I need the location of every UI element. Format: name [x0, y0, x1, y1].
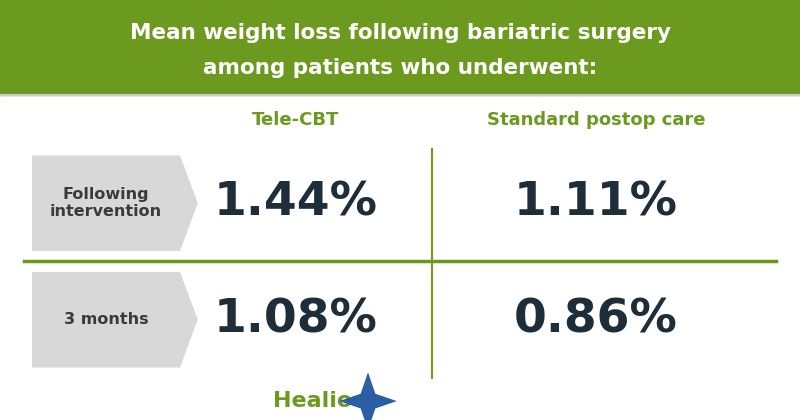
Text: 1.11%: 1.11%	[514, 181, 678, 226]
Text: Mean weight loss following bariatric surgery: Mean weight loss following bariatric sur…	[130, 23, 670, 43]
Text: among patients who underwent:: among patients who underwent:	[203, 58, 597, 78]
Text: 1.08%: 1.08%	[214, 297, 378, 342]
Text: 3 months: 3 months	[64, 312, 148, 327]
Polygon shape	[32, 155, 198, 251]
Text: 0.86%: 0.86%	[514, 297, 678, 342]
Text: Standard postop care: Standard postop care	[486, 111, 706, 129]
Bar	[0, 0, 800, 94]
Polygon shape	[32, 272, 198, 368]
Text: Following
intervention: Following intervention	[50, 187, 162, 219]
Text: 1.44%: 1.44%	[214, 181, 378, 226]
Text: Tele-CBT: Tele-CBT	[252, 111, 340, 129]
Polygon shape	[339, 372, 397, 420]
Text: Healio: Healio	[273, 391, 352, 411]
